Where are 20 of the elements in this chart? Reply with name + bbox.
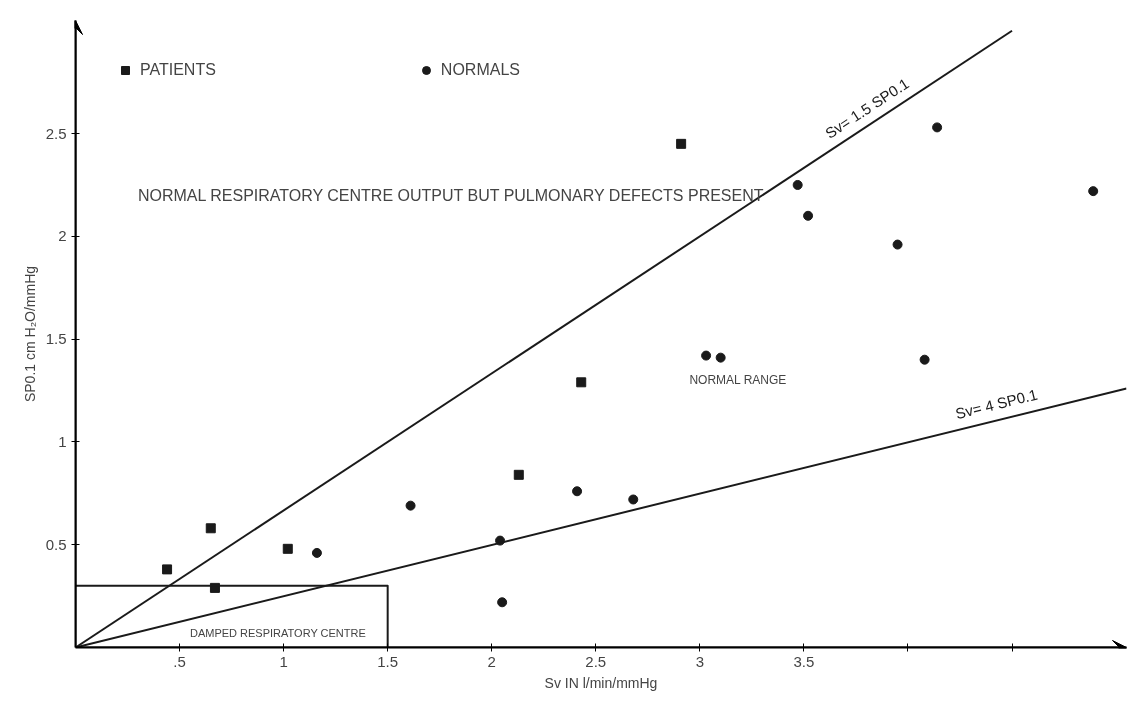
y-tick-label: 1 — [58, 432, 67, 450]
annotation: DAMPED RESPIRATORY CENTRE — [189, 627, 366, 640]
x-tick-label: 2 — [487, 652, 496, 670]
x-tick-label: .5 — [173, 652, 186, 670]
y-tick-label: 0.5 — [45, 535, 67, 553]
annotation: NORMAL RANGE — [689, 373, 787, 388]
legend-label: NORMALS — [440, 61, 520, 79]
annotation: NORMAL RESPIRATORY CENTRE OUTPUT BUT PULMONARY DEFECTS PRESENT — [137, 186, 764, 204]
text: Sv= 4 SP0.1 — [953, 385, 1039, 423]
legend-label: PATIENTS — [140, 61, 216, 79]
x-tick-label: 1 — [279, 652, 288, 670]
y-axis-title: SP0.1 cm H₂O/mmHg — [21, 265, 38, 403]
x-tick-label: 2.5 — [585, 652, 607, 670]
x-axis-title: Sv IN l/min/mmHg — [544, 674, 658, 691]
x-tick-label: 1.5 — [377, 652, 399, 670]
y-tick-label: 2.5 — [45, 124, 67, 142]
x-tick-label: 3.5 — [793, 652, 815, 670]
y-tick-label: 2 — [58, 227, 67, 245]
y-tick-label: 1.5 — [45, 330, 67, 348]
x-tick-label: 3 — [695, 652, 705, 670]
